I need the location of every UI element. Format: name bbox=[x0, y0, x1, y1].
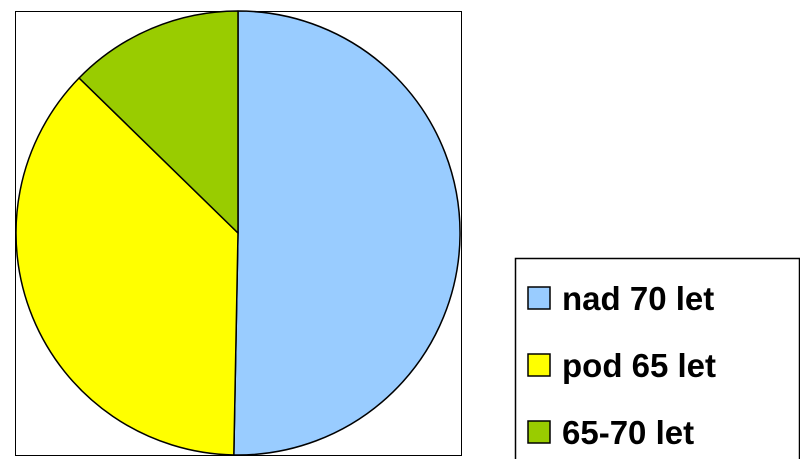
legend-swatch-65-70-let bbox=[527, 420, 551, 444]
legend-swatch-pod-65-let bbox=[527, 353, 551, 377]
legend-swatch-nad-70-let bbox=[527, 286, 551, 310]
legend-label-pod-65-let: pod 65 let bbox=[562, 347, 716, 384]
pie-slice-65-70-let bbox=[78, 10, 239, 234]
pie-slices bbox=[15, 10, 461, 456]
legend-label-nad-70-let: nad 70 let bbox=[562, 280, 714, 317]
legend-box bbox=[514, 257, 800, 459]
pie-slice-nad-70-let bbox=[233, 10, 461, 456]
legend: nad 70 let pod 65 let 65-70 let bbox=[514, 257, 800, 459]
pie-slice-pod-65-let bbox=[15, 77, 239, 456]
legend-label-65-70-let: 65-70 let bbox=[562, 414, 694, 451]
